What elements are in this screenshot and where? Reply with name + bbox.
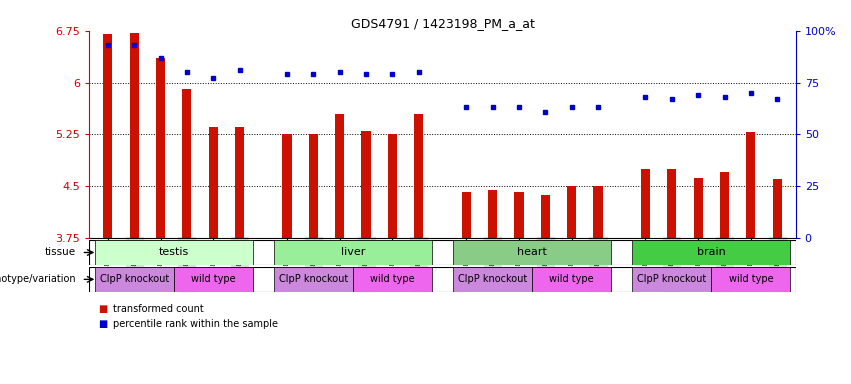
Text: ClpP knockout: ClpP knockout <box>458 274 528 285</box>
Text: wild type: wild type <box>550 274 594 285</box>
Bar <box>335 114 345 238</box>
Text: ■: ■ <box>98 304 107 314</box>
Bar <box>694 178 703 238</box>
Bar <box>235 127 244 238</box>
Bar <box>103 34 112 238</box>
Bar <box>632 240 791 265</box>
Bar <box>593 186 603 238</box>
Text: heart: heart <box>517 247 547 258</box>
Text: transformed count: transformed count <box>113 304 204 314</box>
Text: liver: liver <box>340 247 365 258</box>
Bar <box>414 114 424 238</box>
Text: wild type: wild type <box>728 274 774 285</box>
Bar <box>388 134 397 238</box>
Text: testis: testis <box>158 247 189 258</box>
Bar <box>129 33 139 238</box>
Text: wild type: wild type <box>191 274 236 285</box>
Bar <box>720 172 729 238</box>
Text: ■: ■ <box>98 319 107 329</box>
Bar <box>711 267 791 292</box>
Bar <box>94 267 174 292</box>
Bar <box>667 169 677 238</box>
Bar <box>274 240 432 265</box>
Bar <box>773 179 782 238</box>
Bar <box>156 58 165 238</box>
Bar <box>532 267 611 292</box>
Text: ClpP knockout: ClpP knockout <box>637 274 706 285</box>
Bar <box>461 192 471 238</box>
Bar <box>283 134 292 238</box>
Bar <box>182 89 191 238</box>
Bar <box>309 134 318 238</box>
Text: percentile rank within the sample: percentile rank within the sample <box>113 319 278 329</box>
Text: genotype/variation: genotype/variation <box>0 274 77 285</box>
Bar <box>362 131 371 238</box>
Bar <box>353 267 432 292</box>
Bar <box>174 267 253 292</box>
Bar <box>94 240 253 265</box>
Bar <box>453 240 611 265</box>
Bar <box>632 267 711 292</box>
Text: ClpP knockout: ClpP knockout <box>279 274 348 285</box>
Bar <box>274 267 353 292</box>
Text: ClpP knockout: ClpP knockout <box>100 274 168 285</box>
Bar <box>488 190 497 238</box>
Title: GDS4791 / 1423198_PM_a_at: GDS4791 / 1423198_PM_a_at <box>351 17 534 30</box>
Bar <box>208 127 218 238</box>
Bar <box>514 192 523 238</box>
Bar <box>540 195 550 238</box>
Bar <box>567 186 576 238</box>
Text: tissue: tissue <box>45 247 77 258</box>
Text: brain: brain <box>697 247 726 258</box>
Bar <box>641 169 650 238</box>
Bar <box>453 267 532 292</box>
Text: wild type: wild type <box>370 274 414 285</box>
Bar <box>746 132 756 238</box>
